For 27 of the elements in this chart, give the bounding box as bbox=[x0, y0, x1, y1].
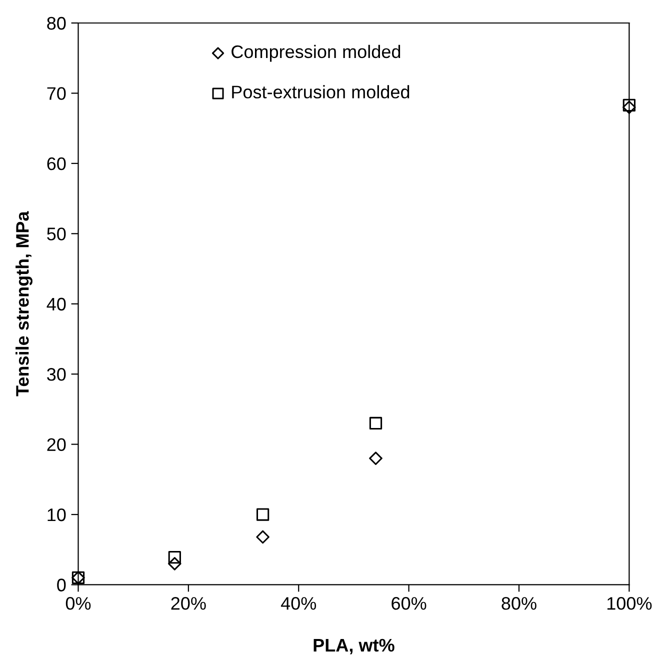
x-tick-label: 0% bbox=[66, 597, 91, 610]
point bbox=[256, 508, 270, 521]
y-tick-label: 80 bbox=[47, 16, 66, 30]
y-tick-label: 50 bbox=[47, 228, 66, 240]
y-tick-label: 0 bbox=[57, 578, 66, 592]
x-tick-label: 80% bbox=[502, 597, 536, 610]
legend-label: Compression molded bbox=[232, 44, 400, 62]
point bbox=[256, 530, 270, 544]
y-tick-label: 10 bbox=[48, 508, 66, 522]
legend-label: Post-extrusion molded bbox=[232, 85, 410, 98]
point bbox=[622, 98, 636, 112]
y-tick-label: 30 bbox=[47, 368, 66, 381]
x-axis-title: PLA, wt% bbox=[314, 638, 394, 654]
point bbox=[622, 100, 636, 114]
y-tick-label: 60 bbox=[47, 157, 66, 170]
point bbox=[369, 452, 382, 465]
point bbox=[369, 416, 382, 430]
point bbox=[168, 557, 182, 570]
x-tick-label: 40% bbox=[280, 597, 316, 610]
point bbox=[168, 551, 181, 564]
x-tick-label: 100% bbox=[607, 597, 652, 610]
y-tick-label: 20 bbox=[47, 438, 66, 452]
y-tick-label: 40 bbox=[46, 298, 66, 311]
x-tick-label: 20% bbox=[171, 597, 206, 610]
x-tick-label: 60% bbox=[392, 597, 426, 610]
y-tick-label: 70 bbox=[47, 87, 66, 100]
y-axis-title: Tensile strength, MPa bbox=[16, 211, 32, 396]
